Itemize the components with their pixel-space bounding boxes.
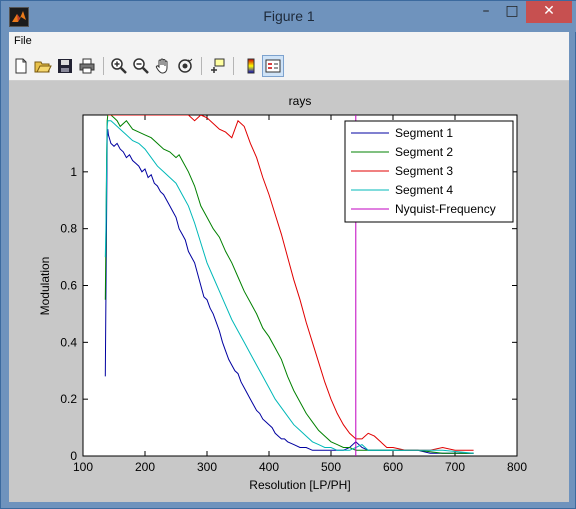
series-line-3 xyxy=(107,115,474,451)
window-title: Figure 1 xyxy=(263,8,315,24)
colorbar-icon[interactable] xyxy=(241,56,261,76)
x-tick-label: 600 xyxy=(383,460,403,474)
menu-file[interactable]: File xyxy=(14,35,32,47)
y-tick-label: 0.8 xyxy=(60,222,77,236)
title-bar[interactable]: Figure 1 – □ ✕ xyxy=(1,1,576,32)
line-chart[interactable]: rays Resolution [LP/PH] Modulation 100 20… xyxy=(9,81,569,502)
toolbar-separator xyxy=(103,57,104,75)
y-tick-label: 0.4 xyxy=(60,335,77,349)
maximize-button[interactable]: □ xyxy=(505,3,519,19)
x-tick-label: 100 xyxy=(73,460,93,474)
x-tick-label: 700 xyxy=(445,460,465,474)
minimize-button[interactable]: – xyxy=(482,3,490,19)
series-line-2 xyxy=(104,115,474,454)
new-figure-icon[interactable] xyxy=(11,56,31,76)
figure-canvas: rays Resolution [LP/PH] Modulation 100 20… xyxy=(9,81,569,502)
toolbar xyxy=(9,52,569,81)
y-tick-label: 0.2 xyxy=(60,392,77,406)
toolbar-separator xyxy=(233,57,234,75)
x-tick-label: 800 xyxy=(507,460,527,474)
y-tick-label: 1 xyxy=(70,165,77,179)
x-tick-label: 300 xyxy=(197,460,217,474)
x-tick-label: 500 xyxy=(321,460,341,474)
legend-label-1: Segment 1 xyxy=(395,126,453,140)
legend-label-4: Segment 4 xyxy=(395,183,453,197)
zoom-out-icon[interactable] xyxy=(131,56,151,76)
legend-label-5: Nyquist-Frequency xyxy=(395,202,496,216)
open-file-icon[interactable] xyxy=(33,56,53,76)
print-icon[interactable] xyxy=(77,56,97,76)
x-tick-label: 200 xyxy=(135,460,155,474)
legend-label-2: Segment 2 xyxy=(395,145,453,159)
y-tick-label: 0.6 xyxy=(60,279,77,293)
axis-ticks: 100 200 300 400 500 600 700 800 0 0.2 0.4 0.6 0.8 1 xyxy=(60,115,527,474)
toolbar-separator xyxy=(201,57,202,75)
pan-hand-icon[interactable] xyxy=(153,56,173,76)
matlab-logo-icon xyxy=(9,7,29,27)
data-cursor-icon[interactable] xyxy=(207,56,227,76)
chart-title: rays xyxy=(289,94,312,108)
close-button[interactable]: ✕ xyxy=(526,1,572,23)
y-axis-label: Modulation xyxy=(38,257,52,316)
x-axis-label: Resolution [LP/PH] xyxy=(249,478,350,492)
legend-icon[interactable] xyxy=(262,55,284,77)
y-tick-label: 0 xyxy=(70,449,77,463)
rotate-3d-icon[interactable] xyxy=(175,56,195,76)
x-tick-label: 400 xyxy=(259,460,279,474)
legend[interactable]: Segment 1 Segment 2 Segment 3 Segment 4 Nyqu… xyxy=(344,120,514,223)
save-icon[interactable] xyxy=(55,56,75,76)
zoom-in-icon[interactable] xyxy=(109,56,129,76)
menu-bar: File xyxy=(9,32,569,52)
legend-label-3: Segment 3 xyxy=(395,164,453,178)
series-line-4 xyxy=(104,120,474,454)
